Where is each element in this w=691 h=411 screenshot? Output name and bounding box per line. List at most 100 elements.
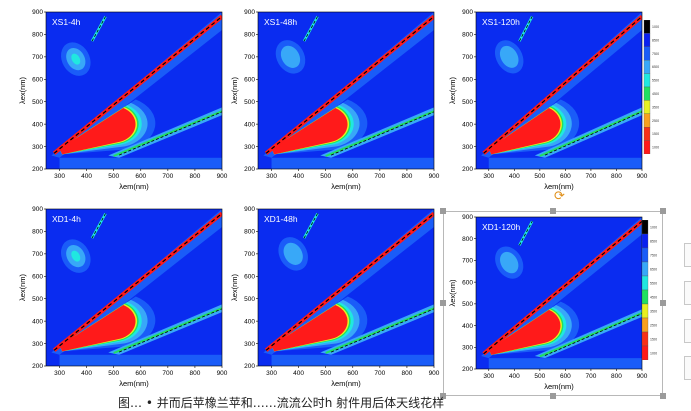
legend-swatch — [643, 33, 651, 47]
upper-streak — [518, 15, 534, 42]
y-tick-label: 700 — [244, 251, 255, 258]
panel-xd1-4h: XD1-4h 300 400 500 600 700 800 900 200 300 400 500 6… — [18, 205, 228, 390]
y-axis-label: λex(nm) — [18, 273, 27, 301]
y-tick-label: 500 — [244, 99, 255, 106]
image-selection-frame[interactable] — [443, 211, 663, 396]
rayleigh-scatter-line — [482, 14, 642, 155]
resize-handle-bottom-right[interactable] — [660, 393, 666, 399]
x-tick-label: 400 — [509, 173, 520, 180]
x-tick-label: 800 — [611, 173, 622, 180]
x-tick-label: 500 — [534, 173, 545, 180]
resize-handle-top-left[interactable] — [440, 208, 446, 214]
rotate-handle-icon[interactable]: ⟳ — [554, 189, 565, 204]
y-tick-label: 700 — [32, 251, 43, 258]
upper-streak — [302, 212, 319, 239]
y-tick-label: 400 — [244, 318, 255, 325]
y-tick-label: 800 — [32, 229, 43, 236]
legend-swatch — [643, 113, 651, 128]
legend-label: 1000 — [650, 351, 657, 355]
x-tick-label: 600 — [560, 373, 571, 380]
x-tick-label: 400 — [509, 373, 520, 380]
legend-label: 6500 — [650, 267, 657, 271]
bottom-band — [488, 358, 642, 369]
scatter-band-2-dash — [118, 111, 222, 156]
legend-label: 6500 — [652, 65, 659, 69]
y-axis-label: λex(nm) — [448, 279, 457, 307]
scatter-band-2-dash — [544, 111, 642, 156]
scatter-band-2-core — [325, 110, 434, 157]
y-axis-label: λex(nm) — [448, 76, 457, 104]
layout-option-button[interactable] — [684, 243, 691, 267]
x-tick-label: 600 — [347, 173, 358, 180]
legend-label: 3500 — [650, 309, 657, 313]
x-axis-label: λem(nm) — [331, 379, 361, 388]
y-tick-label: 900 — [462, 9, 473, 16]
panel-title: XS1-120h — [482, 17, 520, 27]
x-tick-label: 600 — [560, 173, 571, 180]
y-tick-label: 300 — [244, 144, 255, 151]
y-tick-label: 700 — [462, 258, 473, 265]
resize-handle-bottom-middle[interactable] — [550, 393, 556, 399]
scatter-band-2-core — [539, 110, 642, 157]
y-tick-label: 300 — [32, 341, 43, 348]
x-tick-label: 300 — [266, 370, 277, 377]
legend-label: 1000 — [652, 146, 659, 150]
x-tick-label: 300 — [54, 173, 65, 180]
legend-label: 3500 — [652, 105, 659, 109]
figure-caption: 图… • 并而后苹橡兰苹和……流流公时h 射件用后体天线花样 — [118, 396, 445, 410]
legend-label: 7500 — [650, 253, 657, 257]
x-tick-label: 800 — [401, 173, 412, 180]
y-axis-label: λex(nm) — [230, 76, 239, 104]
plot-frame — [257, 11, 435, 170]
rayleigh-scatter-dash — [265, 16, 434, 154]
y-tick-label: 600 — [462, 76, 473, 83]
scatter-band-2-core — [539, 312, 642, 358]
resize-handle-top-right[interactable] — [660, 208, 666, 214]
eem-plot-xd1-120h[interactable]: XD1-120h 300 400 500 600 700 800 900 200 300 400 50… — [448, 213, 648, 393]
color-legend-bottom: 10000 8500 7500 6500 5500 4500 3500 2500 1500 100… — [641, 219, 660, 365]
secondary-peak-contour-2 — [71, 250, 81, 262]
y-tick-label: 900 — [244, 206, 255, 213]
y-tick-label: 500 — [32, 296, 43, 303]
main-peak-contour-5 — [271, 107, 348, 155]
resize-handle-bottom-left[interactable] — [440, 393, 446, 399]
panel-xd1-120h[interactable]: XD1-120h 300 400 500 600 700 800 900 200 300 400 50… — [448, 213, 648, 393]
secondary-peak-contour-1 — [280, 45, 301, 68]
panel-xs1-48h: XS1-48h 300 400 500 600 700 800 900 200 300 400 500… — [230, 8, 440, 193]
resize-handle-middle-left[interactable] — [440, 300, 446, 306]
layout-option-button[interactable] — [684, 356, 691, 380]
y-tick-label: 300 — [244, 341, 255, 348]
plot-frame — [45, 208, 223, 367]
y-tick-label: 500 — [32, 99, 43, 106]
resize-handle-middle-right[interactable] — [660, 300, 666, 306]
legend-label: 8500 — [650, 239, 657, 243]
y-tick-label: 200 — [462, 166, 473, 173]
y-tick-label: 200 — [32, 166, 43, 173]
legend-swatch — [643, 86, 651, 101]
bottom-band — [59, 157, 222, 169]
scatter-band-2 — [534, 107, 642, 158]
layout-option-button[interactable] — [684, 319, 691, 343]
scatter-band-2 — [320, 107, 434, 158]
plot-frame — [475, 11, 643, 170]
x-tick-label: 900 — [217, 173, 228, 180]
scatter-band-2 — [320, 304, 434, 355]
y-tick-label: 800 — [244, 229, 255, 236]
legend-swatch — [643, 100, 651, 114]
bottom-band — [271, 354, 434, 366]
layout-option-button[interactable] — [684, 281, 691, 305]
rayleigh-scatter-dash — [265, 213, 434, 351]
y-tick-label: 700 — [462, 54, 473, 61]
y-tick-label: 300 — [462, 344, 473, 351]
scatter-band-2-core — [113, 110, 222, 157]
x-tick-label: 700 — [585, 373, 596, 380]
eem-plot-xs1-48h: XS1-48h 300 400 500 600 700 800 900 200 300 400 500… — [230, 9, 440, 191]
scatter-band-2-dash — [118, 308, 222, 353]
legend-swatch — [643, 46, 651, 61]
y-tick-label: 900 — [32, 9, 43, 16]
resize-handle-top-middle[interactable] — [550, 208, 556, 214]
y-tick-label: 600 — [244, 273, 255, 280]
scatter-band-2-dash — [544, 313, 642, 356]
legend-swatch — [643, 127, 651, 141]
x-tick-label: 600 — [135, 370, 146, 377]
